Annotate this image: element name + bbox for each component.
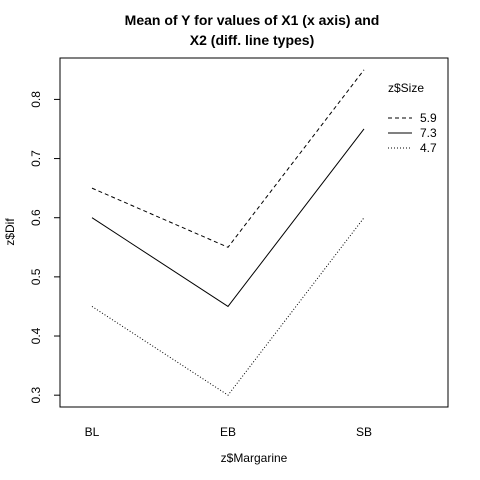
- series-layer: [91, 69, 365, 396]
- legend: z$Size 5.97.34.7: [388, 81, 437, 155]
- y-tick-label: 0.5: [29, 268, 43, 285]
- x-axis: BL EB SB: [85, 425, 372, 439]
- chart-title-line-1: Mean of Y for values of X1 (x axis) and: [125, 12, 380, 28]
- y-tick-label: 0.6: [29, 209, 43, 226]
- x-tick-label: BL: [85, 425, 100, 439]
- legend-label: 4.7: [420, 141, 437, 155]
- legend-label: 7.3: [420, 126, 437, 140]
- legend-title: z$Size: [388, 81, 424, 95]
- y-tick-label: 0.8: [29, 91, 43, 108]
- x-axis-label: z$Margarine: [221, 451, 288, 465]
- chart-title-line-2: X2 (diff. line types): [190, 32, 314, 48]
- y-tick-label: 0.3: [29, 387, 43, 404]
- legend-label: 5.9: [420, 111, 437, 125]
- x-tick-label: EB: [220, 425, 236, 439]
- series-line-4-7: [91, 217, 365, 396]
- x-tick-label: SB: [356, 425, 372, 439]
- y-tick-label: 0.7: [29, 150, 43, 167]
- plot-frame: [59, 57, 449, 408]
- series-line-5-9: [91, 69, 365, 248]
- y-axis: 0.3 0.4 0.5 0.6 0.7 0.8: [29, 91, 60, 404]
- y-axis-label: z$Dif: [3, 218, 17, 246]
- y-tick-label: 0.4: [29, 327, 43, 344]
- series-line-7-3: [91, 128, 365, 308]
